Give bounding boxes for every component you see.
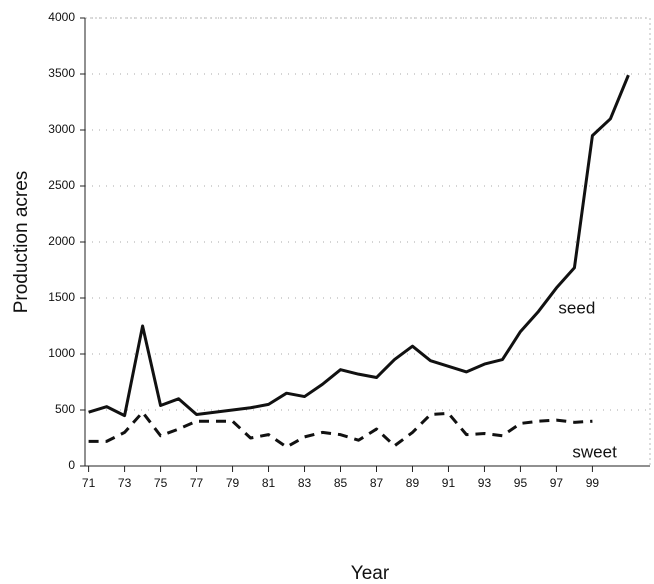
x-tick-label: 79 [226,476,240,490]
series-label: sweet [572,443,617,462]
x-tick-label: 71 [82,476,96,490]
y-tick-label: 2500 [48,178,75,192]
x-tick-label: 81 [262,476,276,490]
x-tick-label: 91 [442,476,456,490]
y-tick-label: 3500 [48,66,75,80]
x-tick-label: 97 [550,476,564,490]
x-tick-label: 77 [190,476,204,490]
y-axis-label: Production acres [11,171,32,314]
x-tick-label: 93 [478,476,492,490]
x-tick-label: 95 [514,476,528,490]
x-axis-label: Year [351,563,390,584]
series-line [88,410,593,449]
x-tick-label: 83 [298,476,312,490]
x-tick-label: 99 [586,476,600,490]
y-tick-label: 0 [68,458,75,472]
y-tick-label: 4000 [48,10,75,24]
x-tick-label: 87 [370,476,384,490]
y-tick-label: 1000 [48,346,75,360]
y-tick-label: 2000 [48,234,75,248]
y-tick-label: 3000 [48,122,75,136]
x-tick-label: 89 [406,476,420,490]
y-tick-label: 500 [55,402,75,416]
x-tick-label: 73 [118,476,132,490]
x-tick-label: 85 [334,476,348,490]
y-tick-label: 1500 [48,290,75,304]
series-line [88,74,630,418]
x-tick-label: 75 [154,476,168,490]
series-label: seed [558,299,595,318]
